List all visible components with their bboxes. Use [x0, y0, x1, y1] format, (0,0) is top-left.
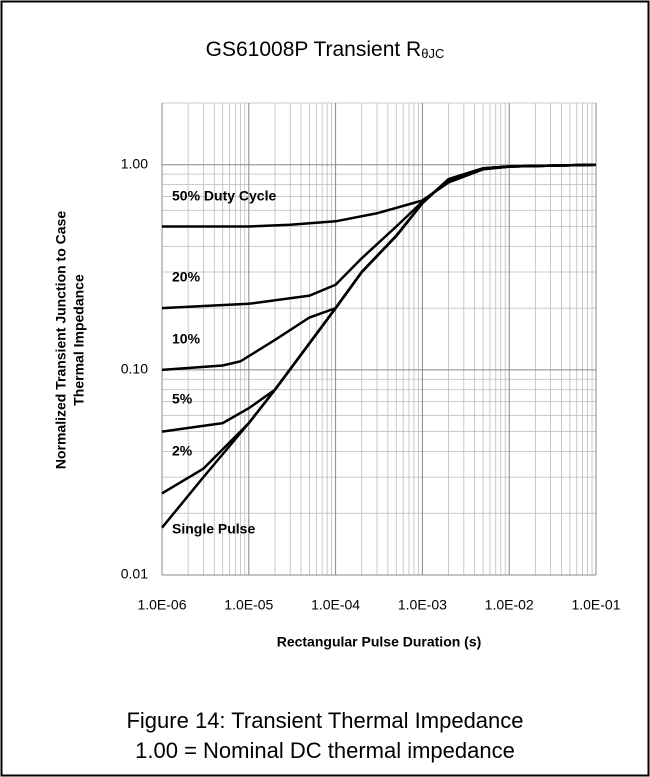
title-main: GS61008P Transient R — [206, 38, 422, 61]
series-line — [161, 163, 597, 529]
title-subscript: θJC — [421, 46, 444, 61]
series-label: 50% Duty Cycle — [172, 188, 276, 204]
caption: 1.00 = Nominal DC thermal impedance — [135, 738, 515, 763]
y-tick-label: 1.00 — [121, 155, 148, 171]
y-axis-label: Thermal Impedance — [71, 274, 87, 406]
caption: Figure 14: Transient Thermal Impedance — [126, 708, 523, 733]
x-tick-label: 1.0E-02 — [485, 597, 534, 613]
chart-title: GS61008P Transient RθJC — [206, 38, 445, 62]
series-label: 5% — [172, 391, 193, 407]
series-label: 2% — [172, 443, 193, 459]
series-label: 20% — [172, 269, 201, 285]
y-tick-label: 0.10 — [121, 361, 148, 377]
x-tick-label: 1.0E-05 — [224, 597, 273, 613]
x-axis-label: Rectangular Pulse Duration (s) — [277, 634, 482, 650]
x-tick-label: 1.0E-06 — [137, 597, 186, 613]
x-tick-label: 1.0E-03 — [398, 597, 447, 613]
series-label: Single Pulse — [172, 521, 255, 537]
x-tick-label: 1.0E-04 — [311, 597, 360, 613]
series-label: 10% — [172, 331, 201, 347]
y-tick-label: 0.01 — [121, 566, 148, 582]
x-tick-label: 1.0E-01 — [571, 597, 620, 613]
y-axis-label: Normalized Transient Junction to Case — [53, 211, 69, 469]
